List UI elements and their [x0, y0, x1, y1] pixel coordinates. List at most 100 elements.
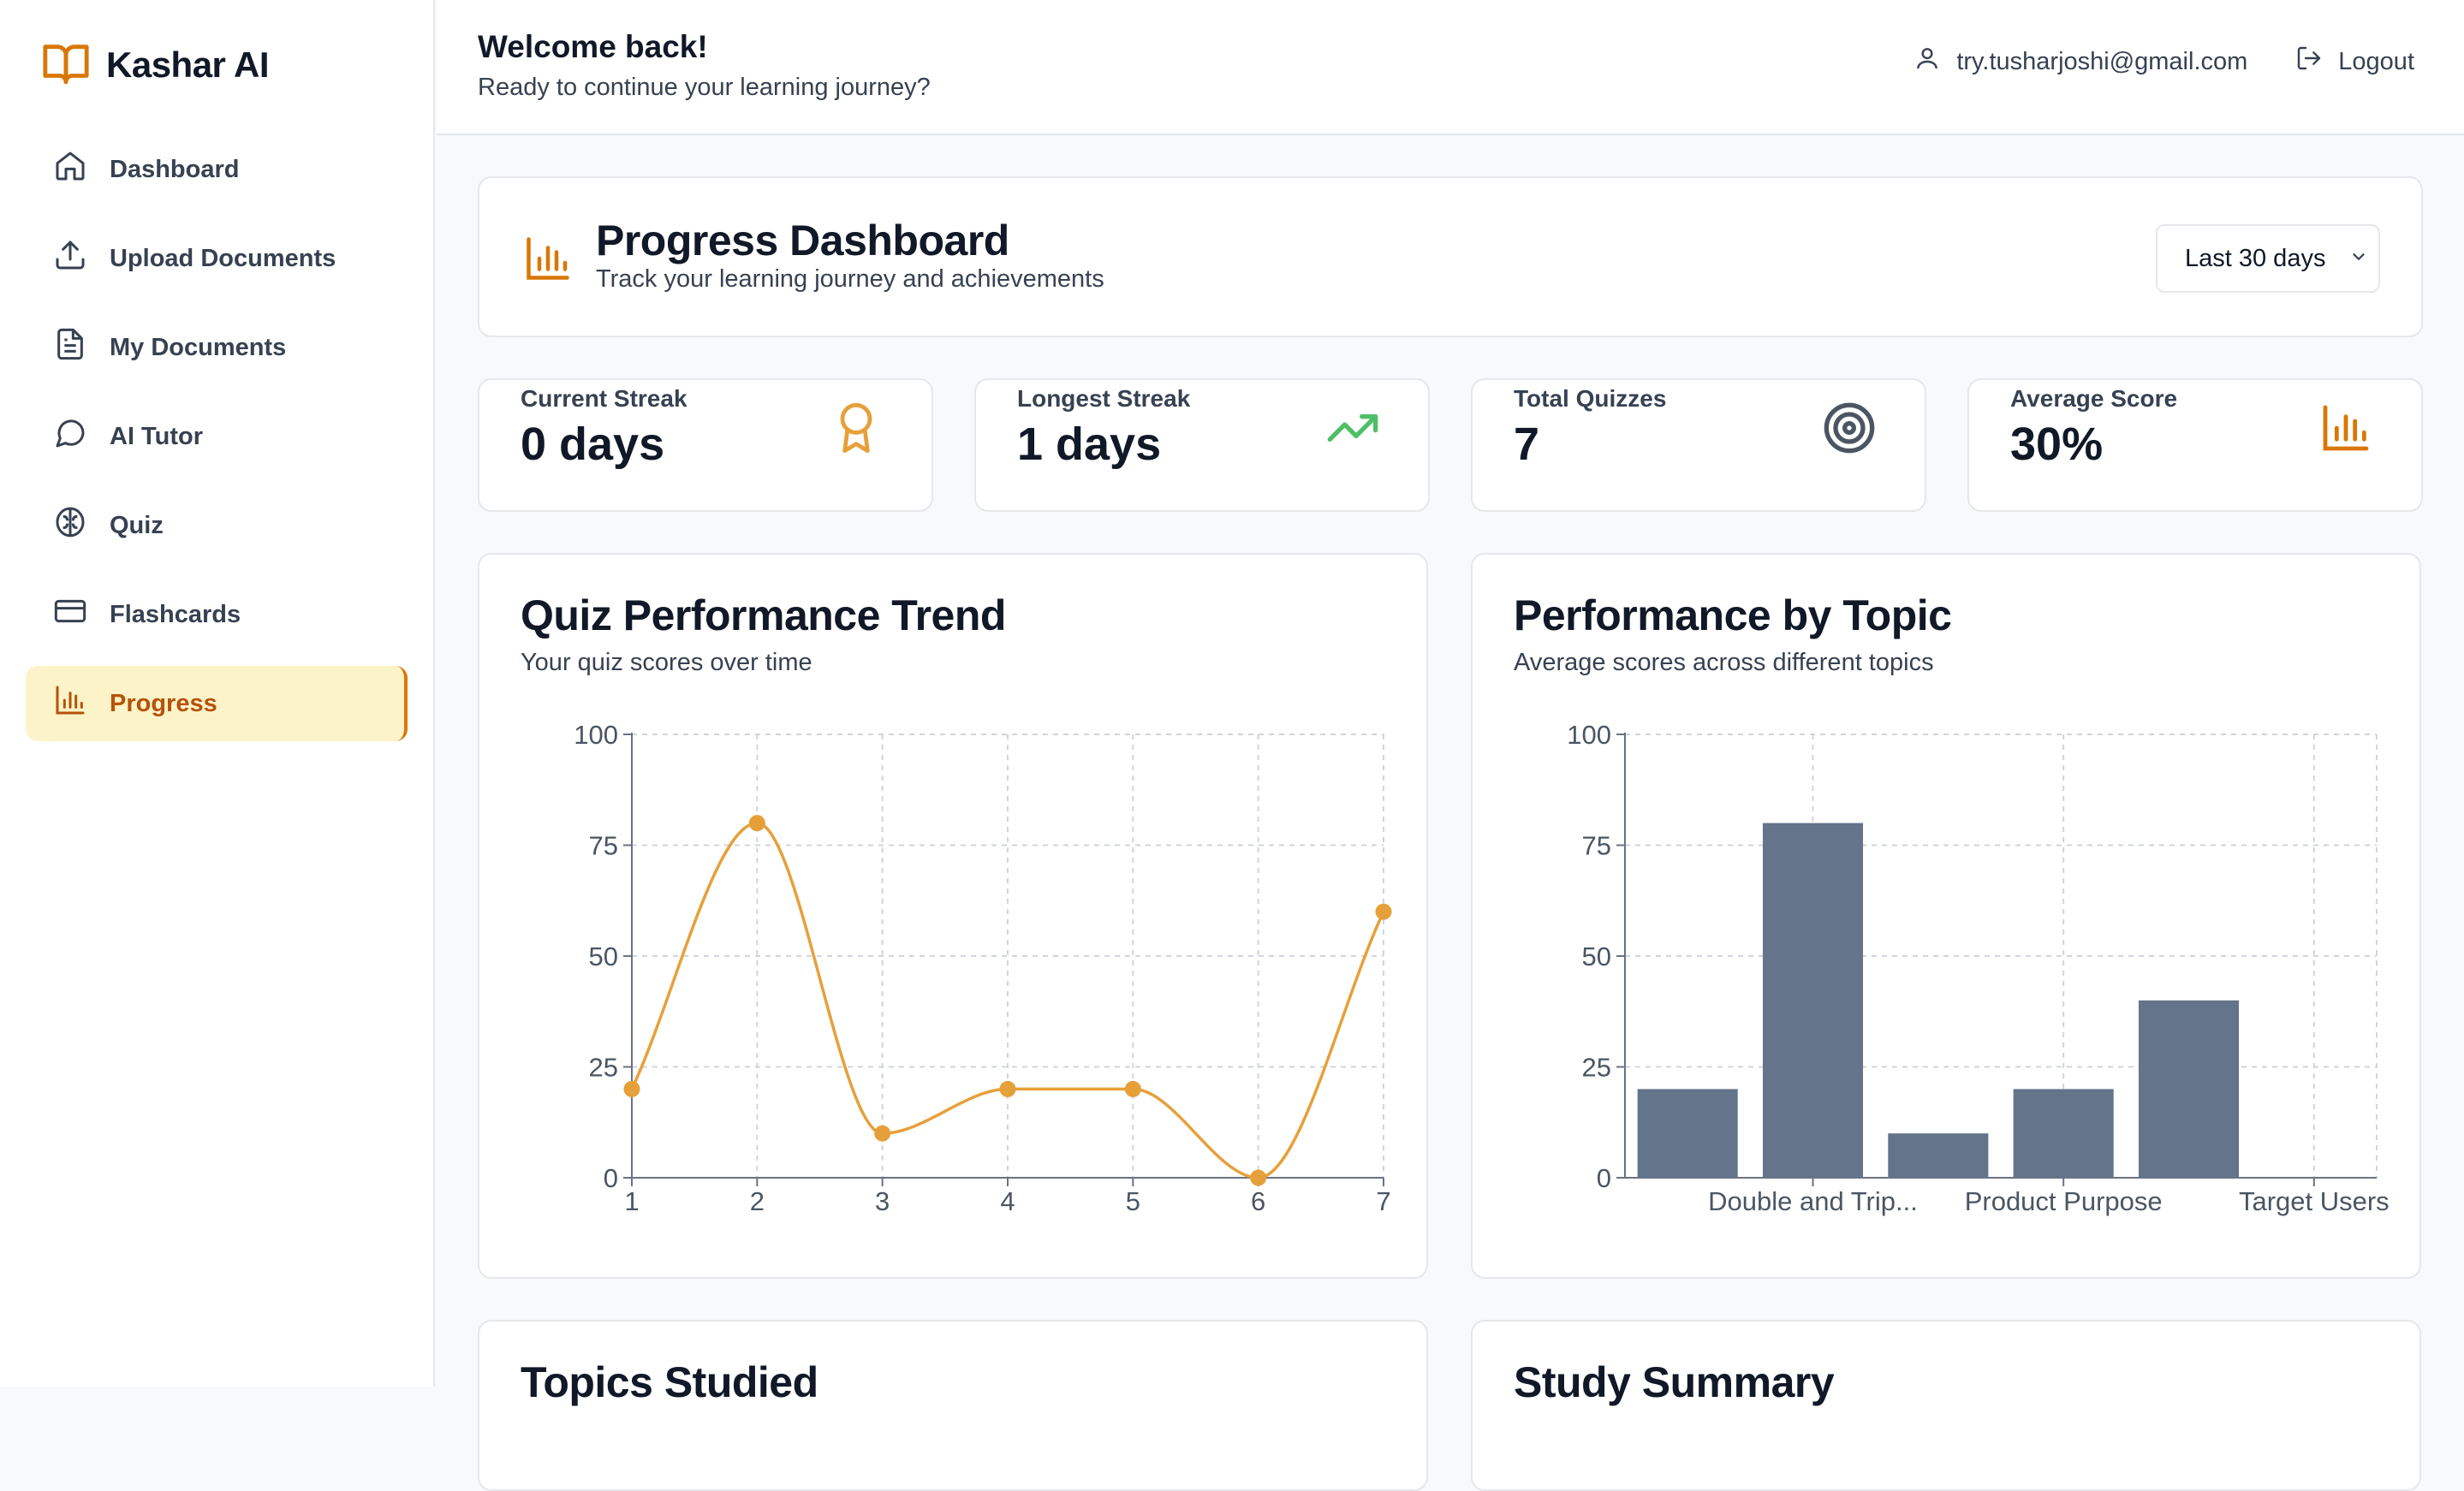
- user-email: try.tusharjoshi@gmail.com: [1956, 47, 2248, 75]
- chart-title: Performance by Topic: [1514, 591, 1952, 639]
- logout-label: Logout: [2338, 47, 2414, 75]
- date-range-value: Last 30 days: [2185, 244, 2326, 272]
- topic-performance-chart: 0 25 50 75 100 Double and Trip... Product Purp…: [1567, 720, 2390, 1216]
- brain-icon: [53, 505, 87, 546]
- data-point: [748, 815, 765, 832]
- y-tick-label: 25: [589, 1053, 618, 1083]
- y-tick-label: 25: [1582, 1053, 1611, 1083]
- stat-value: 7: [1514, 419, 1540, 470]
- bar-chart-icon: [53, 683, 87, 724]
- stat-value: 1 days: [1017, 419, 1162, 470]
- progress-dashboard-card: Progress Dashboard Track your learning j…: [478, 176, 2423, 337]
- data-point: [1375, 903, 1392, 920]
- sidebar-item-label: Dashboard: [110, 155, 240, 183]
- bar-chart-icon: [522, 233, 574, 284]
- bar: [1637, 1089, 1738, 1178]
- study-summary-card: Study Summary: [1471, 1320, 2421, 1491]
- y-tick-label: 50: [1582, 942, 1611, 971]
- user-account[interactable]: try.tusharjoshi@gmail.com: [1913, 45, 2247, 79]
- bar-chart-icon: [2318, 401, 2373, 455]
- sidebar-item-label: Upload Documents: [110, 244, 336, 272]
- logout-icon: [2295, 45, 2323, 79]
- top-header: Welcome back! Ready to continue your lea…: [437, 0, 2464, 135]
- y-tick-label: 75: [1582, 831, 1611, 861]
- data-point: [874, 1125, 891, 1142]
- book-icon: [41, 39, 91, 92]
- page-title: Progress Dashboard: [596, 217, 1009, 264]
- page-subtitle: Track your learning journey and achievem…: [596, 265, 1104, 293]
- trending-up-icon: [1325, 401, 1380, 455]
- sidebar-item-label: Quiz: [110, 511, 164, 539]
- card-icon: [53, 594, 87, 635]
- data-point: [623, 1080, 640, 1097]
- series-line: [630, 821, 1385, 1179]
- brand[interactable]: Kashar AI: [41, 39, 270, 92]
- bar: [2138, 1000, 2240, 1178]
- quiz-trend-chart: 0 25 50 75 100 1 2 3 4 5 6 7: [574, 720, 1392, 1216]
- y-tick-label: 75: [589, 831, 618, 861]
- x-tick-label: 6: [1251, 1186, 1265, 1216]
- sidebar-nav: Dashboard Upload Documents My Documents …: [26, 132, 408, 755]
- topics-studied-card: Topics Studied: [478, 1320, 1428, 1491]
- user-area: try.tusharjoshi@gmail.com Logout: [1913, 45, 2414, 79]
- app-name: Kashar AI: [106, 45, 270, 85]
- sidebar-item-label: Flashcards: [110, 600, 241, 628]
- stat-card-longest-streak: Longest Streak 1 days: [974, 378, 1430, 512]
- y-tick-label: 50: [589, 942, 618, 971]
- x-tick-label: 7: [1376, 1186, 1390, 1216]
- sidebar-item-upload-documents[interactable]: Upload Documents: [26, 221, 408, 296]
- award-icon: [829, 401, 884, 455]
- upload-icon: [53, 238, 87, 279]
- sidebar-item-label: My Documents: [110, 333, 287, 361]
- stat-label: Longest Streak: [1017, 385, 1191, 412]
- sidebar-item-label: AI Tutor: [110, 422, 203, 450]
- sidebar-item-my-documents[interactable]: My Documents: [26, 310, 408, 385]
- sidebar-item-flashcards[interactable]: Flashcards: [26, 577, 408, 652]
- x-tick-label: Double and Trip...: [1708, 1186, 1918, 1216]
- chart-subtitle: Average scores across different topics: [1514, 649, 1934, 676]
- chevron-down-icon: [2349, 245, 2368, 273]
- sidebar-item-ai-tutor[interactable]: AI Tutor: [26, 399, 408, 474]
- logout-button[interactable]: Logout: [2295, 45, 2414, 79]
- section-title: Study Summary: [1514, 1358, 1835, 1406]
- x-tick-label: 5: [1126, 1186, 1140, 1216]
- stat-value: 0 days: [521, 419, 665, 470]
- stat-card-current-streak: Current Streak 0 days: [478, 378, 933, 512]
- stat-label: Current Streak: [521, 385, 687, 412]
- chart-subtitle: Your quiz scores over time: [521, 649, 812, 676]
- stat-card-average-score: Average Score 30%: [1967, 378, 2423, 512]
- welcome-title: Welcome back!: [478, 29, 708, 64]
- y-tick-label: 0: [604, 1163, 618, 1193]
- home-icon: [53, 149, 87, 190]
- x-tick-label: Product Purpose: [1965, 1186, 2163, 1216]
- welcome-subtitle: Ready to continue your learning journey?: [478, 74, 931, 101]
- quiz-trend-card: Quiz Performance Trend Your quiz scores …: [478, 553, 1428, 1279]
- bar: [1762, 823, 1864, 1178]
- sidebar-item-label: Progress: [110, 689, 217, 717]
- chat-icon: [53, 416, 87, 457]
- x-tick-label: Target Users: [2239, 1186, 2390, 1216]
- sidebar-item-quiz[interactable]: Quiz: [26, 488, 408, 563]
- y-tick-label: 100: [1567, 720, 1611, 750]
- y-tick-label: 100: [574, 720, 618, 750]
- target-icon: [1822, 401, 1877, 455]
- sidebar-item-progress[interactable]: Progress: [26, 666, 408, 741]
- data-point: [1124, 1080, 1141, 1097]
- x-tick-label: 2: [750, 1186, 765, 1216]
- stat-label: Total Quizzes: [1514, 385, 1667, 412]
- user-icon: [1913, 45, 1941, 79]
- data-point: [1250, 1169, 1267, 1186]
- chart-title: Quiz Performance Trend: [521, 591, 1006, 639]
- data-point: [999, 1080, 1016, 1097]
- date-range-select[interactable]: Last 30 days: [2156, 224, 2380, 293]
- y-tick-label: 0: [1597, 1163, 1611, 1193]
- section-title: Topics Studied: [521, 1358, 818, 1406]
- x-tick-label: 1: [624, 1186, 639, 1216]
- sidebar: Kashar AI Dashboard Upload Documents My …: [0, 0, 435, 1387]
- bar: [2013, 1089, 2114, 1178]
- stat-value: 30%: [2010, 419, 2104, 470]
- sidebar-item-dashboard[interactable]: Dashboard: [26, 132, 408, 207]
- x-tick-label: 3: [875, 1186, 890, 1216]
- stat-label: Average Score: [2010, 385, 2178, 412]
- document-icon: [53, 327, 87, 368]
